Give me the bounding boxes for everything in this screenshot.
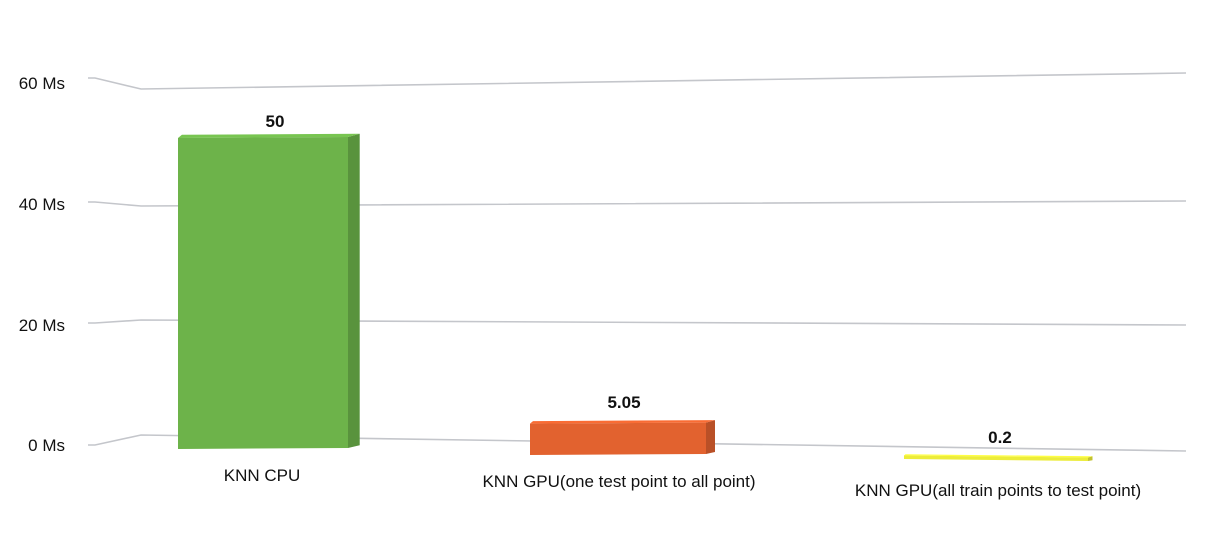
x-category-label: KNN GPU(one test point to all point): [482, 472, 755, 491]
x-category-label: KNN CPU: [224, 466, 301, 485]
bar-front: [904, 455, 1088, 461]
bar-top: [904, 454, 1093, 458]
bar-0: [178, 133, 360, 449]
y-tick-label: 20 Ms: [19, 316, 65, 335]
gridline: [88, 72, 1187, 90]
bar-front: [178, 137, 348, 449]
y-tick-label: 60 Ms: [19, 74, 65, 93]
bars: [178, 133, 1093, 461]
bar-side: [1088, 456, 1093, 461]
bar-top: [178, 133, 360, 138]
bar-side: [348, 133, 360, 448]
data-label: 5.05: [607, 393, 640, 412]
gridline: [88, 200, 1187, 207]
x-category-label: KNN GPU(all train points to test point): [855, 481, 1141, 500]
gridline: [88, 319, 1187, 326]
bar-top: [530, 420, 715, 424]
bar-2: [904, 454, 1093, 461]
bar-side: [706, 420, 715, 454]
labels: KNN CPU KNN GPU(one test point to all po…: [224, 112, 1141, 500]
data-label: 0.2: [988, 428, 1012, 447]
bar-1: [530, 420, 715, 455]
data-label: 50: [266, 112, 285, 131]
bar-front: [530, 422, 706, 455]
y-tick-label: 0 Ms: [28, 436, 65, 455]
y-tick-label: 40 Ms: [19, 195, 65, 214]
y-axis: 0 Ms 20 Ms 40 Ms 60 Ms: [19, 74, 65, 455]
